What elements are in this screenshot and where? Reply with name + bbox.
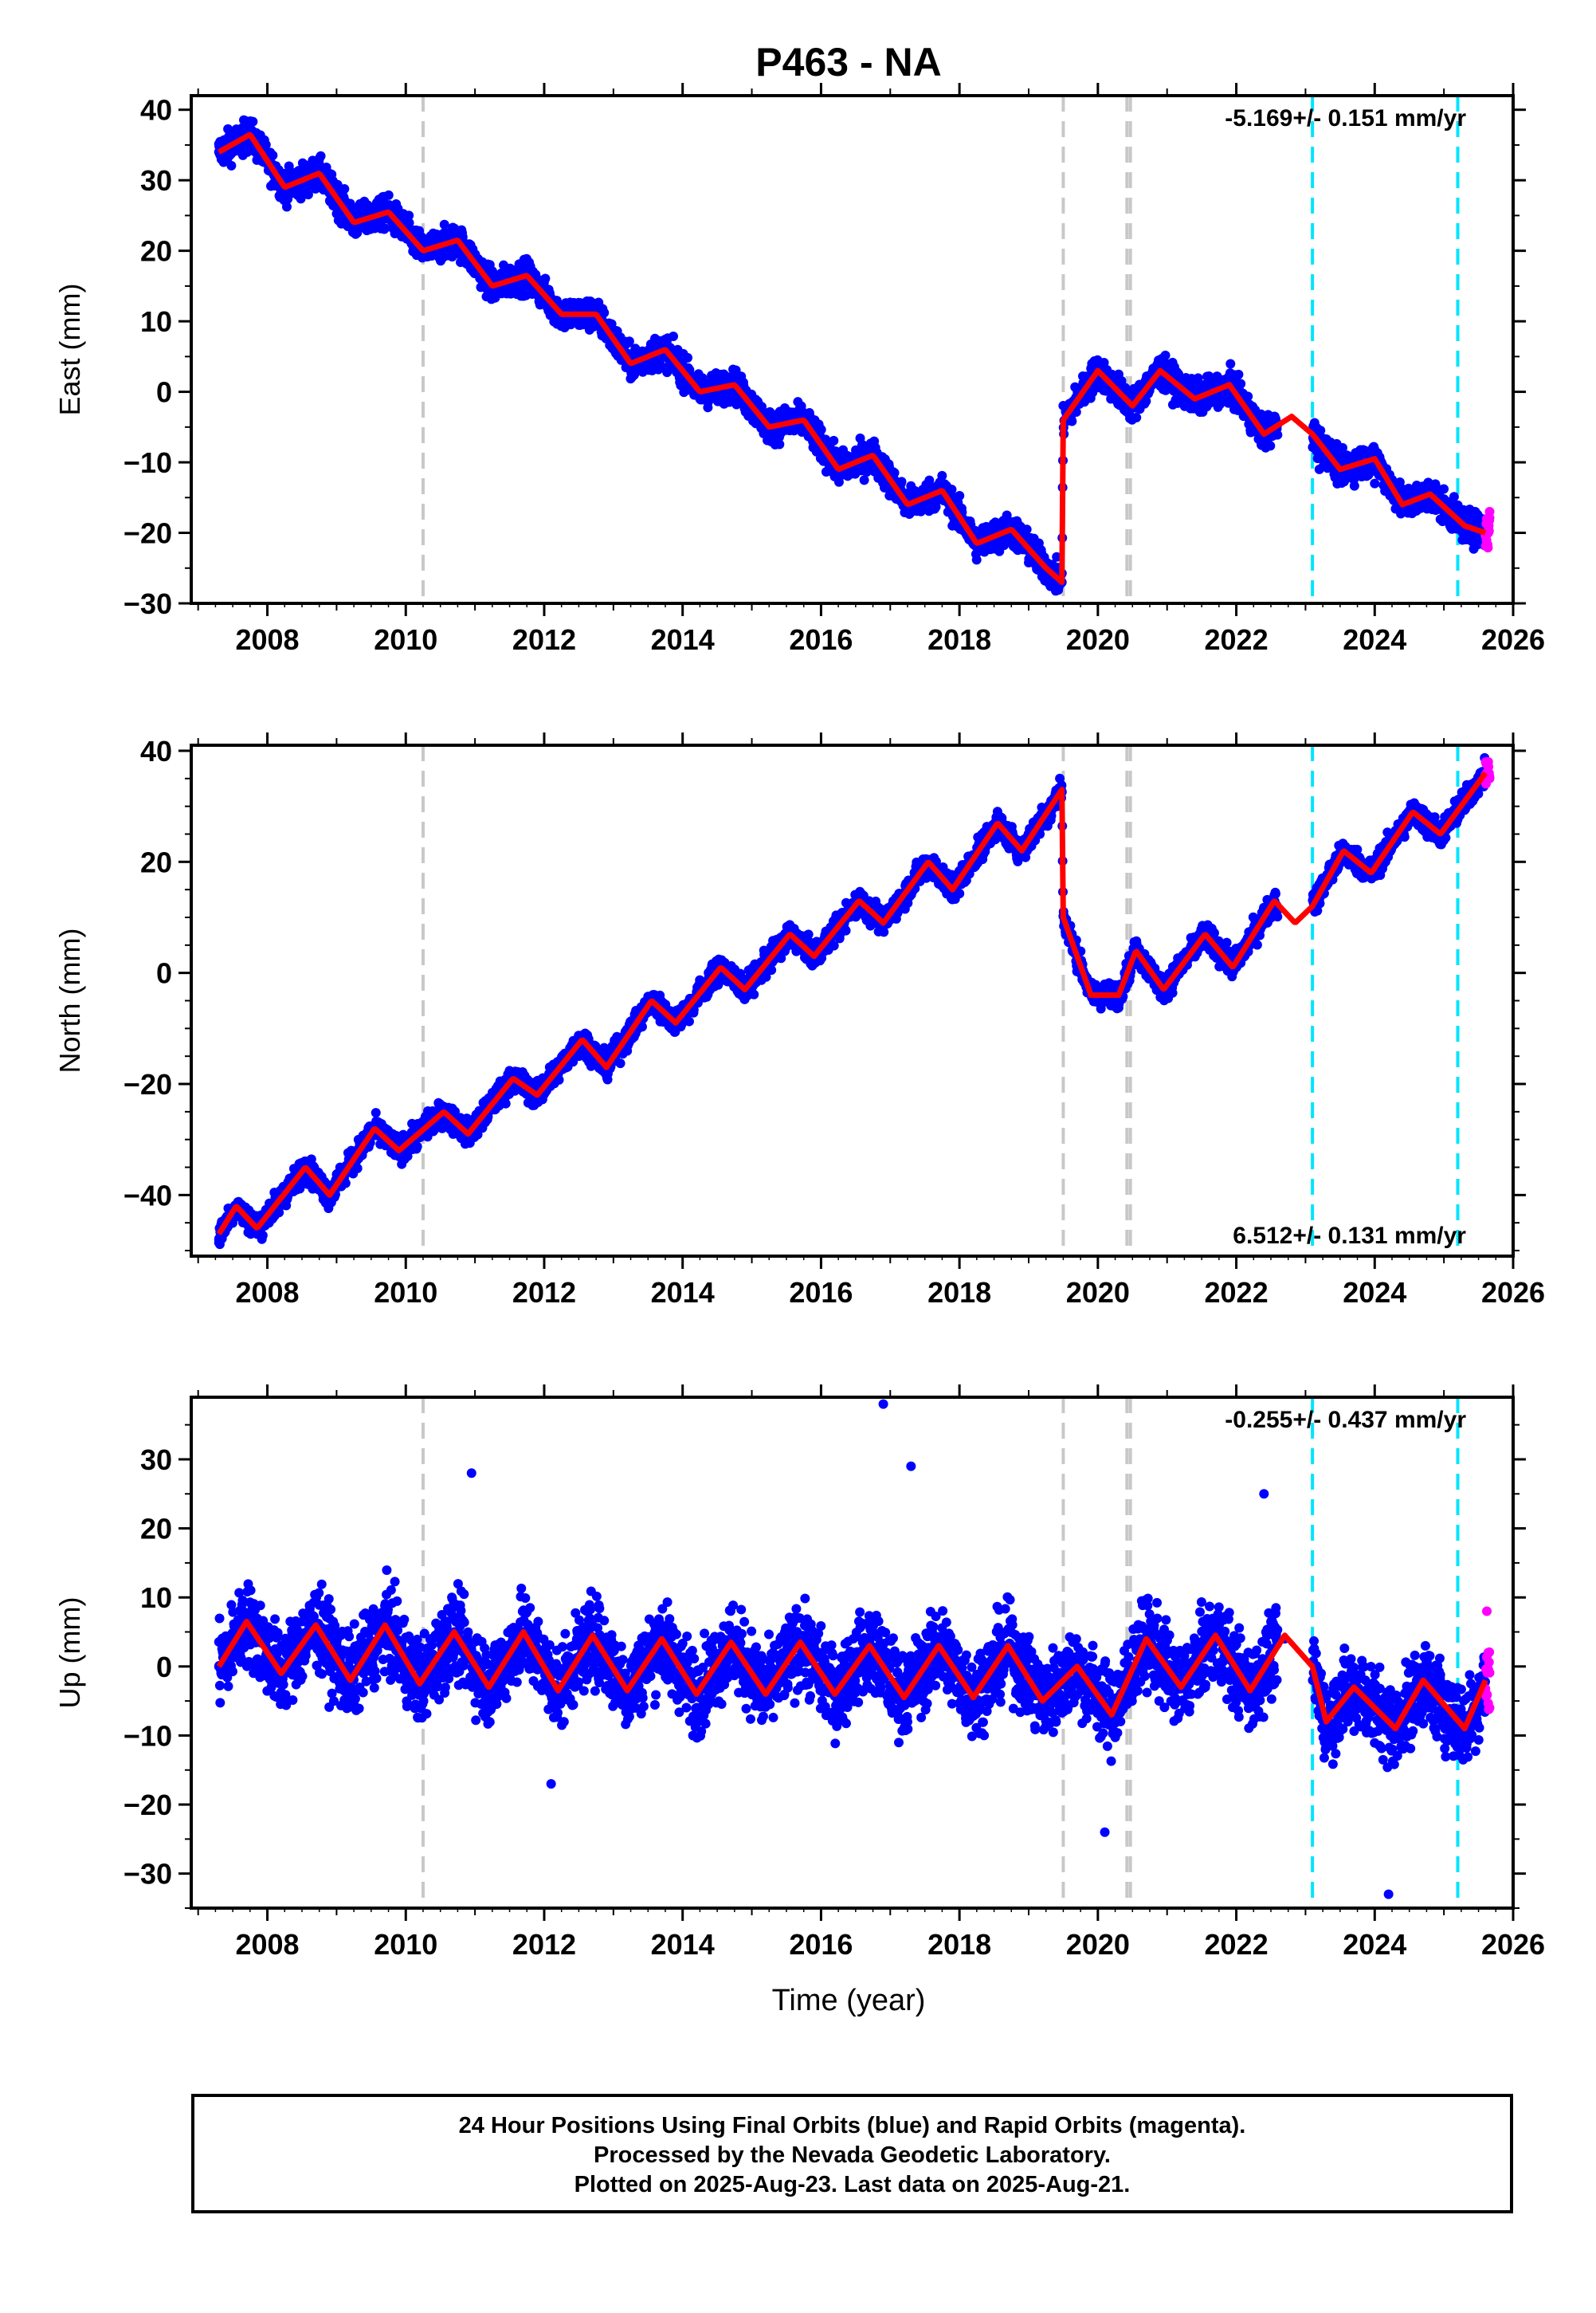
y-axis-label: East (mm)	[53, 284, 86, 416]
data-point	[656, 362, 666, 372]
x-tick-label: 2014	[651, 623, 715, 656]
data-point	[296, 194, 306, 204]
data-point	[1449, 492, 1459, 502]
data-point	[1160, 350, 1171, 360]
data-point	[902, 506, 912, 516]
data-point	[606, 319, 617, 329]
y-tick-label: −20	[124, 517, 172, 550]
data-point	[764, 429, 774, 439]
data-point	[1484, 506, 1495, 516]
y-tick-label: −10	[124, 446, 172, 479]
x-tick-label: 2008	[235, 623, 299, 656]
panel-east: −30 −20 −10 0 10 20 30 40 2008 2010 2012 2014 2016 20…	[53, 83, 1545, 656]
data-point	[1483, 543, 1493, 553]
data-point	[971, 555, 982, 565]
panels-group: −30 −20 −10 0 10 20 30 40 2008 2010 2012 2014 2016 20…	[53, 83, 1545, 1961]
x-tick-label: 2016	[789, 623, 853, 656]
data-point	[1314, 464, 1324, 474]
data-point	[682, 352, 692, 363]
data-point	[1265, 441, 1276, 451]
data-point	[261, 139, 271, 150]
data-point	[316, 151, 326, 161]
data-point	[412, 1141, 422, 1152]
y-tick-label: 20	[140, 235, 172, 268]
data-point	[833, 471, 844, 481]
data-point	[1483, 520, 1493, 531]
data-point	[624, 336, 634, 347]
data-point	[1349, 481, 1359, 491]
data-point	[1243, 391, 1253, 402]
data-point	[1398, 506, 1408, 516]
data-point	[955, 490, 965, 501]
data-point	[380, 223, 390, 234]
data-point	[937, 470, 947, 481]
data-point	[332, 179, 343, 190]
final-orbit-points	[214, 115, 1490, 596]
data-point	[1225, 359, 1236, 369]
data-point	[1236, 379, 1246, 389]
plot-frame	[190, 94, 1515, 605]
data-point	[695, 394, 705, 404]
data-point	[1022, 524, 1032, 535]
velocity-rate-label: -5.169+/- 0.151 mm/yr	[1225, 105, 1466, 132]
y-tick-label: 30	[140, 164, 172, 197]
data-point	[1272, 430, 1283, 440]
data-point	[829, 435, 839, 446]
data-point	[226, 160, 237, 171]
data-point	[268, 150, 278, 160]
data-point	[1131, 412, 1142, 422]
data-point	[352, 1163, 363, 1173]
x-tick-label: 2024	[1343, 623, 1406, 656]
data-point	[383, 190, 394, 200]
x-tick-label: 2018	[927, 623, 991, 656]
data-point	[303, 190, 313, 200]
y-tick-label: −30	[124, 587, 172, 620]
y-tick-label: 0	[156, 376, 172, 409]
x-tick-label: 2020	[1066, 623, 1130, 656]
data-point	[896, 477, 907, 487]
data-point	[404, 210, 414, 221]
data-point	[439, 219, 449, 230]
x-tick-label: 2012	[512, 623, 576, 656]
data-point	[1342, 450, 1352, 461]
data-point	[662, 367, 673, 378]
data-point	[540, 273, 551, 284]
y-tick-label: 10	[140, 305, 172, 338]
data-point	[1370, 478, 1380, 489]
chart-title: P463 - NA	[755, 40, 941, 84]
data-point	[345, 198, 355, 209]
x-tick-label: 2026	[1481, 623, 1545, 656]
data-point	[669, 331, 679, 341]
data-point	[248, 116, 258, 127]
data-point	[599, 308, 610, 318]
data-point	[889, 468, 900, 478]
final-orbit-points	[214, 752, 1490, 1250]
x-tick-label: 2010	[374, 623, 437, 656]
data-point	[816, 425, 826, 435]
data-point	[281, 202, 292, 212]
data-point	[371, 1108, 381, 1118]
data-point	[1233, 369, 1244, 379]
data-point	[339, 184, 350, 194]
y-tick-label: 40	[140, 94, 172, 127]
data-point	[859, 475, 869, 485]
x-tick-label: 2022	[1205, 623, 1269, 656]
data-point	[1439, 484, 1449, 494]
data-point	[774, 439, 785, 450]
model-fit-line	[218, 132, 1487, 585]
